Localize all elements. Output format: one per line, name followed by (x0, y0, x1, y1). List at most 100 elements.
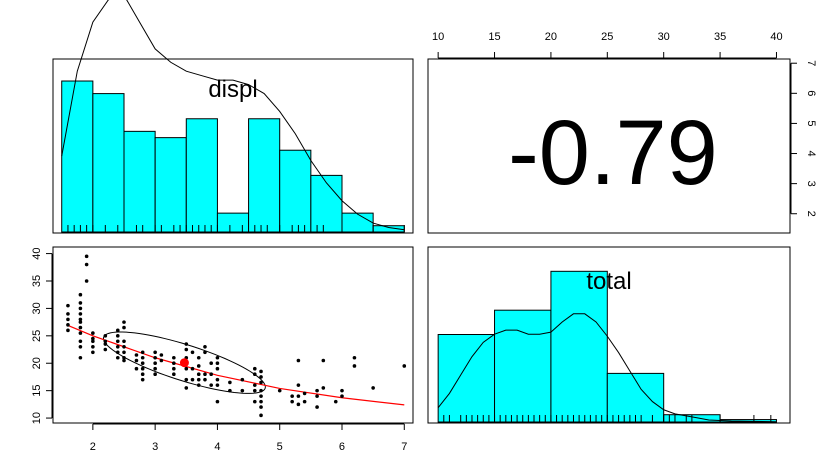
scatter-point (153, 361, 157, 366)
scatter-point (78, 344, 83, 349)
scatter-point (352, 355, 357, 360)
displ-hist-bar (341, 212, 374, 233)
right-axis-tick-label: 5 (805, 120, 817, 126)
scatter-point (115, 344, 120, 349)
scatter-point (91, 344, 95, 349)
scatter-point (252, 399, 257, 404)
scatter-point (84, 279, 89, 283)
left-axis-tick-label: 15 (31, 385, 43, 397)
scatter-point (66, 317, 70, 322)
scatter-point (215, 361, 220, 366)
scatter-point (103, 347, 108, 352)
scatter-point (103, 339, 108, 344)
scatter-point (302, 391, 307, 396)
left-axis-tick-label: 10 (31, 412, 43, 424)
scatter-point (228, 388, 232, 393)
top-axis-tick-label: 20 (545, 31, 557, 43)
scatter-point (66, 323, 70, 327)
scatter-point (252, 383, 257, 387)
scatter-point (140, 366, 145, 371)
scatter-point (103, 334, 108, 338)
right-axis-tick-label: 3 (805, 181, 817, 187)
scatter-point (315, 388, 319, 393)
scatter-point (184, 386, 189, 390)
scatter-point (296, 402, 301, 407)
scatter-point (196, 372, 201, 377)
scatter-point (84, 254, 89, 259)
scatter-point (196, 355, 201, 360)
total-hist-bar (606, 372, 665, 423)
scatter-point (402, 364, 407, 368)
scatter-point (215, 355, 220, 360)
scatter-point (315, 394, 319, 398)
scatter-point (134, 358, 139, 363)
scatter-point (140, 350, 145, 355)
scatter-point (115, 339, 120, 344)
scatter-point (215, 399, 220, 404)
scatter-point (196, 377, 201, 382)
scatter-point (172, 372, 176, 377)
scatter-point (252, 388, 257, 393)
scatter-point (91, 350, 95, 355)
scatter-point (203, 372, 207, 377)
scatter-point (78, 292, 83, 297)
displ-hist-bar (216, 212, 250, 233)
data-ellipse (102, 331, 266, 394)
scatter-point (190, 366, 195, 371)
mean-point (179, 358, 189, 368)
total-hist-bar (550, 270, 608, 423)
scatter-panel (52, 246, 414, 424)
scatter-point (159, 353, 164, 357)
scatter-point (66, 328, 70, 333)
displ-panel-title: displ (208, 76, 257, 103)
top-axis-tick-label: 40 (770, 31, 782, 43)
left-axis-tick-label: 40 (31, 247, 43, 259)
scatter-point (340, 388, 344, 393)
displ-hist-bar (92, 93, 125, 233)
total-hist-bar (437, 334, 496, 423)
scatter-point (203, 350, 207, 355)
scatter-point (140, 372, 145, 377)
scatter-point (252, 366, 257, 371)
scatter-point (84, 262, 89, 267)
scatter-point (203, 344, 207, 349)
scatter-point (277, 388, 282, 393)
scatter-point (153, 366, 157, 371)
right-axis-tick-label: 4 (805, 150, 817, 156)
scatter-point (91, 336, 95, 341)
scatter-point (78, 331, 83, 335)
scatter-point (215, 383, 220, 387)
scatter-point (209, 372, 214, 377)
displ-hist-bar (310, 174, 343, 233)
scatter-point (159, 358, 164, 363)
scatter-point (296, 394, 301, 398)
scatter-point (190, 350, 195, 355)
scatter-point (153, 355, 157, 360)
scatter-point (122, 320, 126, 324)
total-panel-title: total (586, 268, 631, 295)
scatter-point (352, 364, 357, 368)
scatter-point (134, 366, 139, 371)
scatter-point (184, 342, 189, 346)
scatter-point (184, 347, 189, 352)
total-histogram-panel (427, 246, 791, 424)
scatter-point (172, 361, 176, 366)
scatter-point (215, 377, 220, 382)
bottom-axis-tick-label: 3 (152, 441, 158, 453)
scatter-point (122, 325, 126, 330)
scatter-point (290, 399, 294, 404)
scatter-point (78, 312, 83, 316)
scatter-point (209, 383, 214, 387)
top-axis-tick-label: 30 (658, 31, 670, 43)
scatter-point (203, 377, 207, 382)
scatter-point (134, 353, 139, 357)
scatter-point (153, 372, 157, 377)
scatter-point (259, 394, 263, 398)
scatter-point (140, 361, 145, 366)
displ-hist-bar (154, 137, 187, 233)
left-axis-tick-label: 20 (31, 357, 43, 369)
displ-density-curve (61, 0, 405, 231)
scatter-point (259, 388, 263, 393)
scatter-point (228, 380, 232, 385)
